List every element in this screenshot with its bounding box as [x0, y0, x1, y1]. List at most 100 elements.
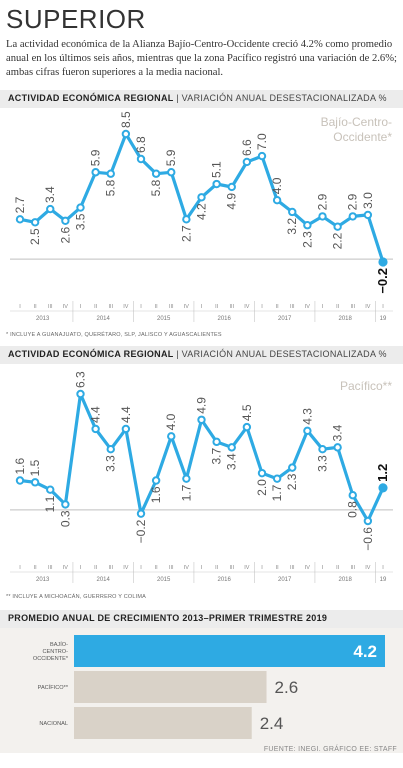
data-point — [348, 491, 357, 500]
data-label: 2.0 — [255, 479, 269, 496]
year-label: 2017 — [278, 577, 292, 583]
data-point — [46, 485, 55, 494]
data-label: 6.3 — [74, 371, 88, 388]
quarter-tick: II — [276, 304, 280, 310]
quarter-tick: II — [215, 304, 219, 310]
data-label: 5.8 — [104, 179, 118, 196]
data-point — [46, 204, 55, 214]
data-label: 1.7 — [270, 484, 284, 501]
quarter-tick: I — [140, 565, 142, 571]
data-label: 5.9 — [164, 149, 178, 166]
data-point — [303, 221, 312, 230]
chart1-plot: Bajío-Centro-Occidente* 2.7 2.5 3.4 2.63.5 5.… — [10, 111, 393, 322]
data-label: 2.7 — [13, 196, 27, 213]
series-label: Bajío-Centro- — [321, 115, 392, 129]
data-label: 1.5 — [28, 459, 42, 476]
bar-value: 4.2 — [353, 642, 377, 661]
quarter-tick: I — [80, 304, 82, 310]
series-label: Occidente* — [333, 130, 392, 144]
year-label: 2016 — [218, 577, 232, 583]
year-label: 2016 — [218, 316, 232, 322]
quarter-tick: I — [201, 304, 203, 310]
data-point — [288, 207, 297, 217]
quarter-tick: IV — [305, 565, 311, 571]
quarter-tick: III — [229, 565, 234, 571]
quarter-tick: III — [350, 565, 355, 571]
quarter-tick: II — [94, 565, 98, 571]
data-label: 2.2 — [331, 232, 345, 249]
quarter-tick: III — [108, 304, 113, 310]
data-label: 5.8 — [149, 179, 163, 196]
data-label: −0.6 — [361, 527, 375, 551]
data-label: 4.4 — [89, 406, 103, 423]
quarter-tick: I — [382, 304, 384, 310]
data-point — [378, 257, 388, 267]
data-point — [318, 445, 327, 454]
quarter-tick: III — [229, 304, 234, 310]
data-point — [15, 215, 25, 224]
data-label: 0.3 — [58, 510, 72, 527]
bar-value: 2.6 — [275, 678, 299, 697]
data-point — [182, 474, 191, 483]
quarter-tick: IV — [63, 304, 69, 310]
year-label: 2013 — [36, 316, 50, 322]
data-label: 4.0 — [164, 413, 178, 430]
year-label: 2014 — [97, 316, 111, 322]
data-label: 2.6 — [58, 226, 72, 243]
data-point — [378, 483, 388, 493]
bar-category: PACÍFICO** — [38, 684, 69, 691]
data-point — [212, 179, 221, 189]
chart1-subtitle: VARIACIÓN ANUAL DESESTACIONALIZADA % — [181, 93, 387, 103]
data-point — [136, 509, 146, 518]
quarter-tick: I — [322, 304, 324, 310]
data-label: 3.0 — [361, 192, 375, 209]
chart1-note: * INCLUYE A GUANAJUATO, QUERÉTARO, SLP, … — [6, 332, 222, 338]
quarter-tick: III — [350, 304, 355, 310]
data-label: 2.3 — [285, 473, 299, 490]
data-point — [333, 222, 342, 231]
data-point — [363, 516, 373, 526]
bar-category: CENTRO- — [43, 649, 69, 655]
quarter-tick: II — [155, 304, 159, 310]
data-label: 7.0 — [255, 133, 269, 150]
data-label: 1.1 — [43, 495, 57, 512]
data-point — [348, 212, 357, 221]
year-label: 2017 — [278, 316, 292, 322]
intro-text: La actividad económica de la Alianza Baj… — [6, 39, 397, 79]
data-label: 1.6 — [13, 457, 27, 474]
data-label: 1.2 — [375, 464, 390, 482]
quarter-tick: III — [169, 304, 174, 310]
data-point — [106, 169, 115, 178]
quarter-tick: I — [261, 565, 263, 571]
data-point — [76, 203, 85, 212]
data-point — [121, 424, 131, 434]
chart1-title: ACTIVIDAD ECONÓMICA REGIONAL — [8, 93, 174, 103]
data-point — [272, 474, 282, 483]
data-point — [257, 151, 267, 161]
quarter-tick: I — [382, 565, 384, 571]
data-label: 3.5 — [74, 213, 88, 230]
quarter-tick: IV — [365, 565, 371, 571]
quarter-tick: III — [108, 565, 113, 571]
data-point — [227, 182, 236, 192]
data-point — [30, 478, 40, 487]
bar — [74, 635, 385, 667]
chart3-title: PROMEDIO ANUAL DE CRECIMIENTO 2013–PRIME… — [8, 613, 328, 623]
data-point — [242, 422, 252, 432]
source-note: FUENTE: INEGI. GRÁFICO EE: STAFF — [263, 746, 397, 753]
bar-value: 2.4 — [260, 714, 284, 733]
data-label: 3.4 — [225, 453, 239, 470]
year-label: 2013 — [36, 577, 50, 583]
data-label: 3.3 — [316, 455, 330, 472]
quarter-tick: III — [290, 565, 295, 571]
data-label: 4.4 — [119, 406, 133, 423]
series-label: Pacífico** — [340, 379, 392, 393]
data-label: 8.5 — [119, 111, 133, 128]
data-label: 4.5 — [240, 404, 254, 421]
year-label: 19 — [380, 316, 387, 322]
quarter-tick: IV — [184, 565, 190, 571]
data-label: 1.6 — [149, 486, 163, 503]
quarter-tick: III — [48, 565, 53, 571]
quarter-tick: IV — [184, 304, 190, 310]
quarter-tick: I — [140, 304, 142, 310]
